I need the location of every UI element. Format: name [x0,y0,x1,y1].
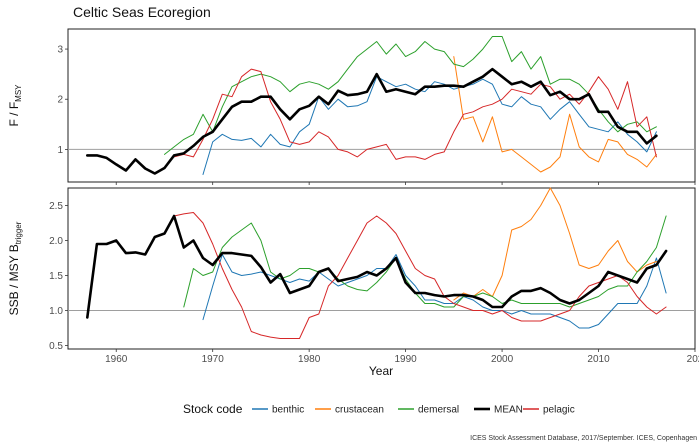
panel-frame [67,28,696,183]
y-tick-label: 1.0 [49,306,63,317]
y-tick-label: 2.0 [49,236,63,247]
y-axis-title-main: F / F [7,102,21,127]
panel-f-fmsy: 1 2 3 F / FMSY [7,28,696,185]
legend-label-mean: MEAN [494,405,523,416]
y-tick-label: 3 [57,45,63,56]
x-axis-title: Year [369,364,393,378]
y-axis-title-main: SSB / MSY B [7,244,21,315]
y-tick-label: 2.5 [49,201,63,212]
y-tick-label: 1.5 [49,271,63,282]
legend-label-benthic: benthic [272,405,304,416]
x-tick-label: 1960 [105,354,128,365]
y-tick-label: 2 [57,95,63,106]
legend: Stock code benthic crustacean demersal MEAN p… [183,402,575,416]
legend-title: Stock code [183,402,243,416]
x-tick-label: 2010 [587,354,610,365]
x-tick-label: 1990 [394,354,417,365]
legend-label-demersal: demersal [418,405,459,416]
chart-title: Celtic Seas Ecoregion [73,4,211,20]
series-line-mean [86,67,658,175]
series-line-pelagic [173,68,657,160]
series-line-mean [86,214,668,319]
series-line-pelagic [173,212,667,339]
y-tick-label: 1 [57,145,63,156]
y-axis-title-subscript: MSY [14,84,23,102]
y-tick-label: 0.5 [49,341,63,352]
y-axis-title-subscript: trigger [14,221,23,244]
series-line-crustacean [453,187,657,301]
x-tick-label: 202 [687,354,699,365]
series-line-demersal [183,215,667,308]
panel-ssb-btrigger: 0.5 1.0 1.5 2.0 2.5 1960 1970 1980 1990 2000 2010 2… [7,187,699,365]
y-axis-title: SSB / MSY Btrigger [7,221,23,315]
y-axis-title: F / FMSY [7,84,23,127]
x-tick-label: 1970 [202,354,225,365]
series-line-demersal [164,36,657,155]
source-caption: ICES Stock Assessment Database, 2017/Sep… [470,435,697,442]
series-line-crustacean [453,56,657,173]
legend-label-pelagic: pelagic [543,405,575,416]
legend-label-crustacean: crustacean [335,405,384,416]
x-tick-label: 2000 [491,354,514,365]
x-tick-label: 1980 [298,354,321,365]
